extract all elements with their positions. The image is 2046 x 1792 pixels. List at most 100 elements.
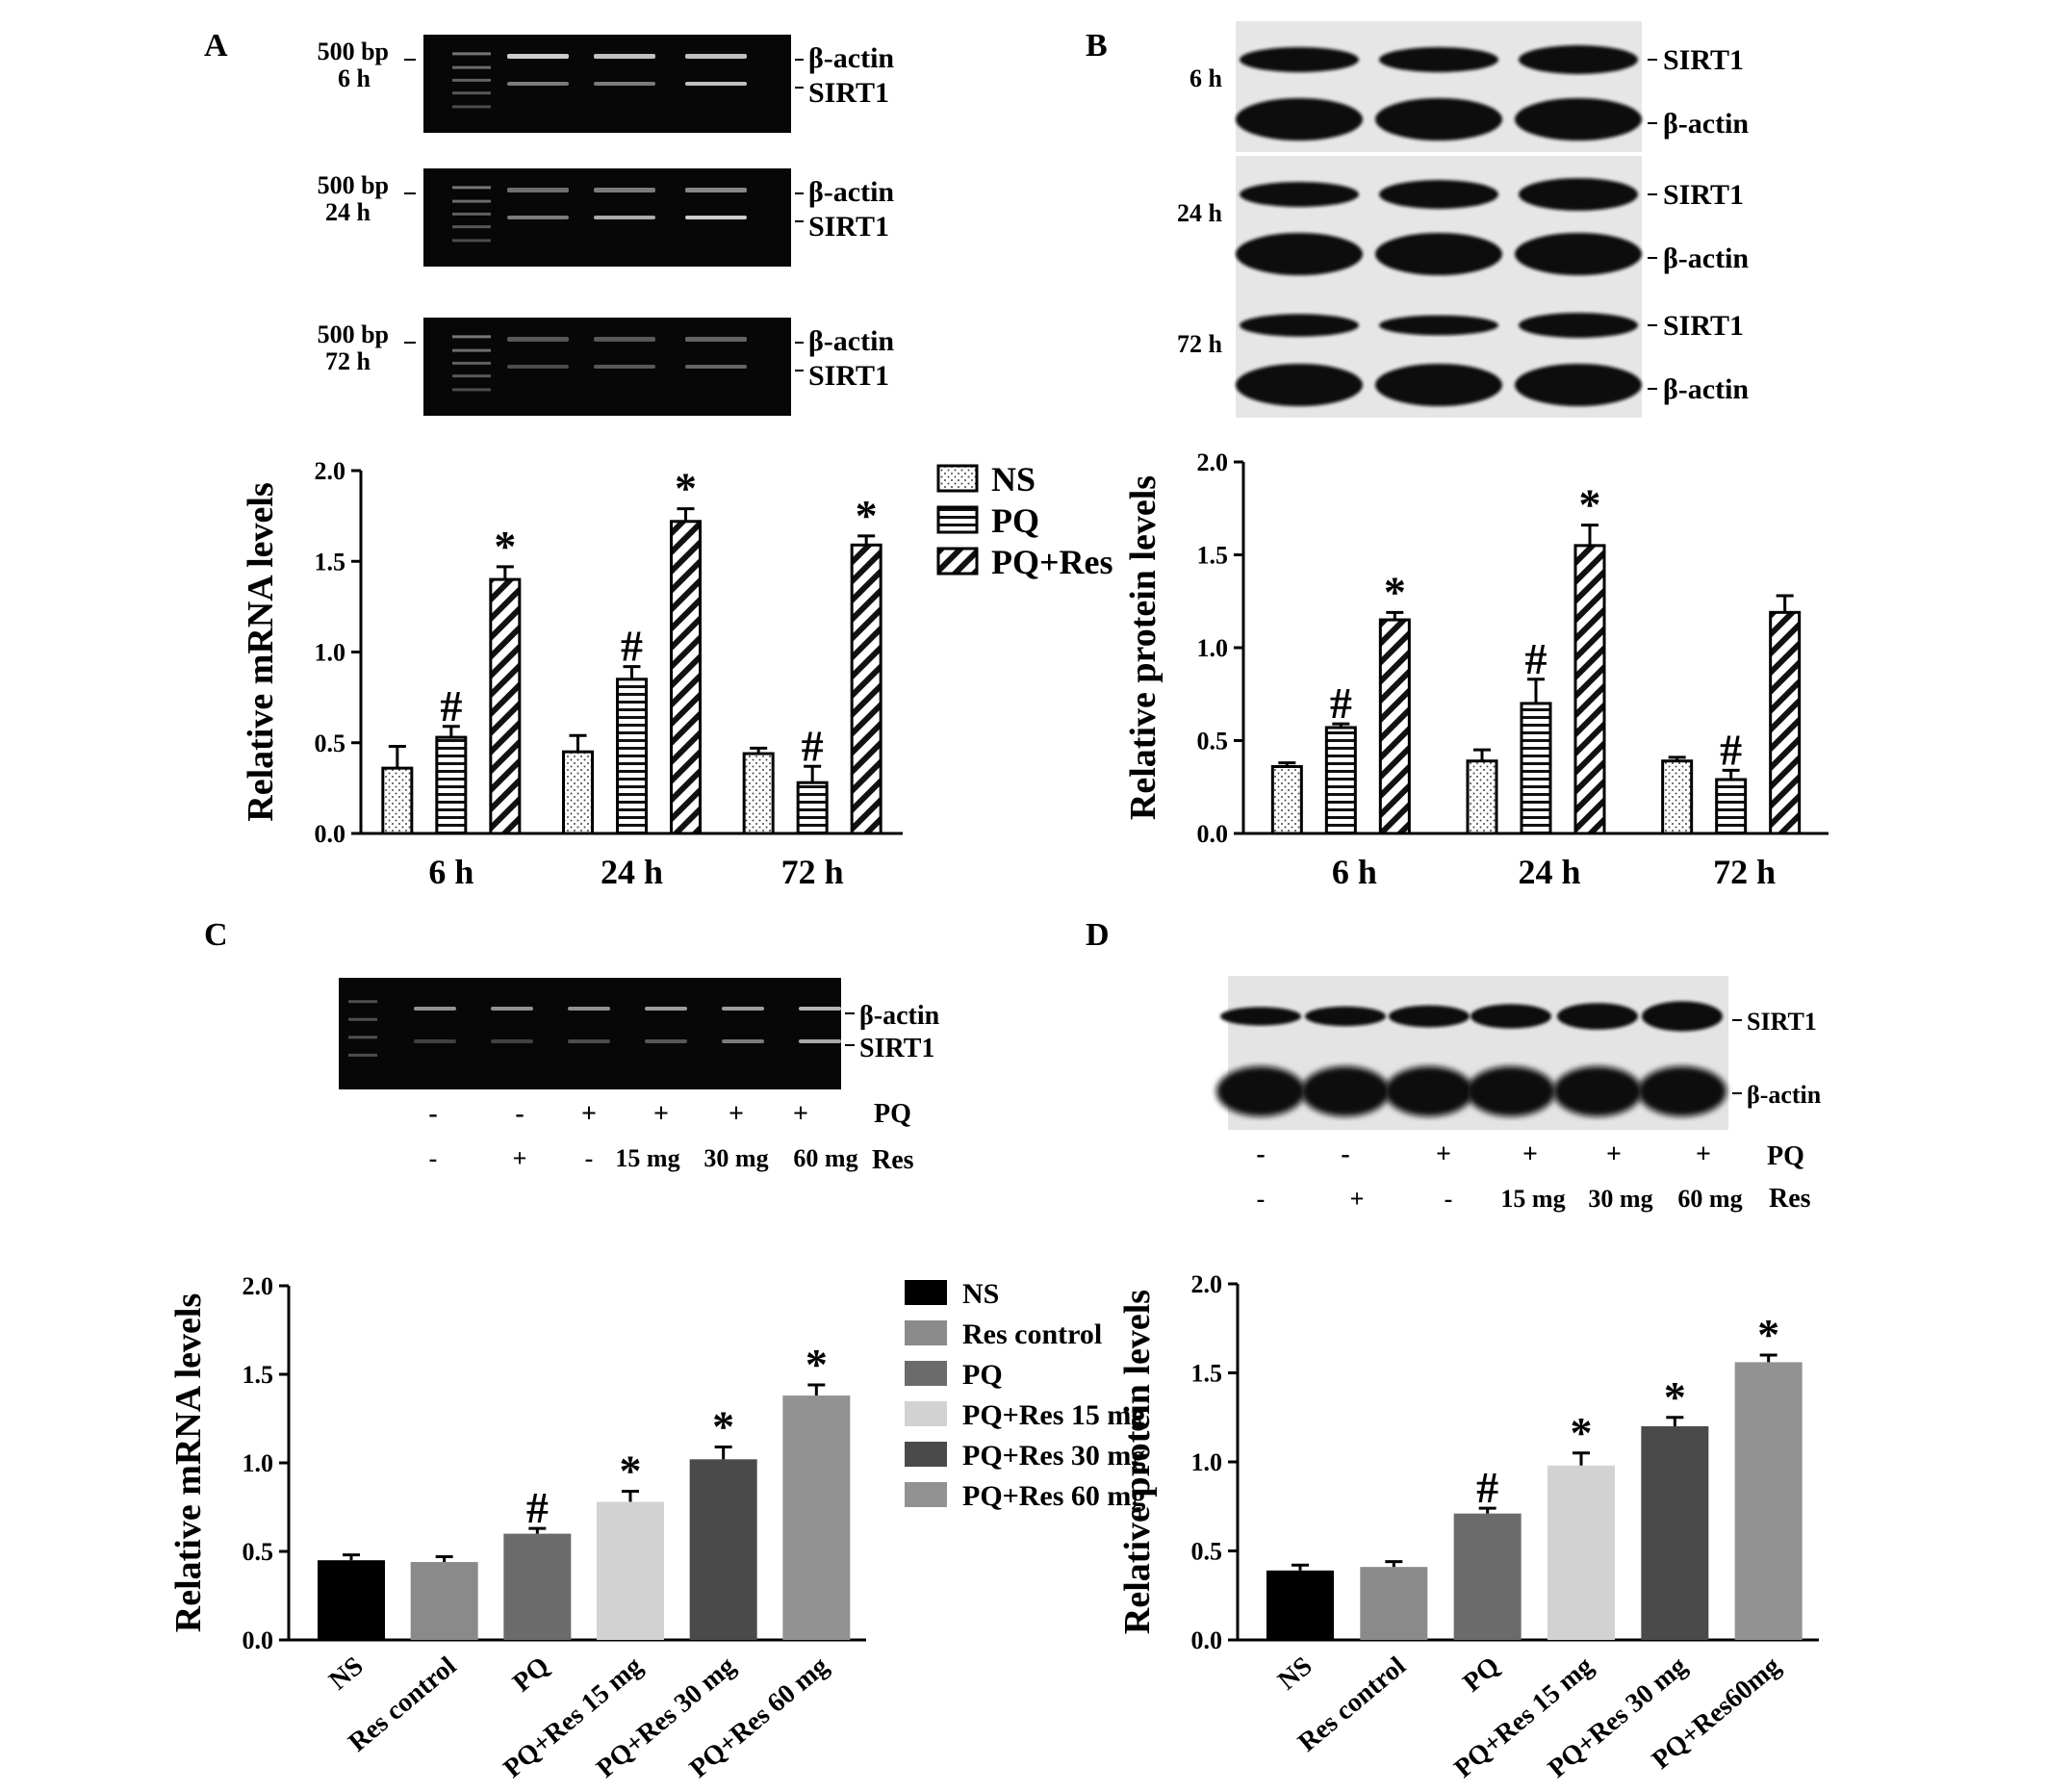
legend-label: PQ	[991, 501, 1039, 540]
band-SIRT1	[594, 365, 655, 369]
bar-PQ+Res-72 h	[850, 543, 882, 835]
panel-letter-B: B	[1086, 28, 1108, 64]
band-β-actin	[491, 1007, 533, 1011]
res-dose: 30 mg	[703, 1144, 768, 1172]
band-β-actin	[507, 188, 569, 192]
time-label: 72 h	[325, 347, 371, 375]
y-tick-label: 2.0	[1191, 1270, 1223, 1298]
bar-PQ+Res 15 mg	[1547, 1465, 1615, 1640]
x-tick-label: 6 h	[1332, 853, 1377, 891]
bar-NS-72 h	[1661, 759, 1694, 835]
band-β-actin	[1375, 98, 1502, 141]
band-label-top: SIRT1	[1747, 1008, 1817, 1036]
size-marker: 500 bp	[318, 171, 389, 199]
x-tick-label: 24 h	[601, 853, 663, 891]
band-β-actin	[1301, 1066, 1390, 1116]
band-SIRT1	[507, 216, 569, 219]
ladder-band	[452, 348, 491, 352]
legend-swatch	[905, 1401, 947, 1426]
gel-background	[423, 318, 791, 416]
y-tick-label: 0.5	[1197, 728, 1229, 755]
chart-A: 0.0 0.5 1.0 1.5 2.0 Relative mRNA levels # * 6 h…	[241, 457, 903, 891]
x-tick-label: 24 h	[1518, 853, 1580, 891]
band-SIRT1	[645, 1039, 687, 1043]
significance-mark: *	[1579, 480, 1601, 529]
band-β-actin	[722, 1007, 764, 1011]
legend-swatch	[936, 547, 979, 576]
size-marker: 500 bp	[318, 38, 389, 65]
bar-NS-6 h	[381, 766, 414, 835]
band-β-actin	[1515, 233, 1642, 275]
pq-sign: +	[581, 1099, 597, 1129]
significance-mark: #	[802, 721, 824, 770]
band-SIRT1	[1519, 45, 1638, 74]
y-tick-label: 1.5	[1191, 1360, 1223, 1388]
ladder-band	[452, 91, 491, 95]
x-tick-label: 72 h	[1713, 853, 1776, 891]
significance-mark: #	[1330, 678, 1352, 728]
y-tick-label: 0.0	[315, 820, 346, 848]
legend-label: PQ+Res 30 mg	[962, 1440, 1145, 1472]
band-SIRT1	[568, 1039, 610, 1043]
band-β-actin	[507, 337, 569, 342]
bar-NS	[318, 1560, 385, 1640]
band-β-actin	[685, 188, 747, 192]
band-label-bottom: β-actin	[1663, 108, 1749, 140]
ladder-band	[452, 105, 491, 109]
band-β-actin	[594, 54, 655, 59]
bar-PQ+Res 60 mg	[782, 1395, 851, 1640]
significance-mark: *	[1757, 1310, 1779, 1359]
bar-PQ	[1453, 1513, 1522, 1640]
res-dose: 30 mg	[1588, 1185, 1652, 1213]
x-tick-label: 6 h	[428, 853, 473, 891]
ladder-band	[348, 1017, 377, 1021]
blot-b-1: 6 h SIRT1 β-actin	[1189, 21, 1749, 152]
significance-mark: *	[856, 491, 878, 540]
pq-sign: +	[729, 1099, 744, 1129]
pq-sign: -	[1341, 1139, 1349, 1169]
band-label-bottom: SIRT1	[808, 77, 889, 109]
x-tick-label: PQ	[1457, 1651, 1505, 1699]
band-SIRT1	[1379, 315, 1498, 336]
ladder-band	[452, 239, 491, 243]
significance-mark: #	[526, 1483, 549, 1532]
pq-sign: +	[1696, 1139, 1711, 1169]
bar-PQ+Res-24 h	[670, 520, 702, 835]
ladder-band	[348, 1053, 377, 1057]
ladder-band	[348, 1036, 377, 1039]
res-dose: 15 mg	[615, 1144, 679, 1172]
significance-mark: #	[621, 622, 643, 671]
time-label: 24 h	[325, 198, 371, 226]
pq-sign: -	[1256, 1139, 1265, 1169]
bar-PQ-6 h	[1324, 726, 1357, 835]
significance-mark: *	[620, 1446, 642, 1495]
legend-label: NS	[962, 1278, 999, 1310]
band-SIRT1	[685, 365, 747, 369]
y-tick-label: 1.0	[243, 1449, 274, 1477]
panel-letter-C: C	[204, 917, 228, 953]
legend-c: NS Res control PQ PQ+Res 15 mg PQ+Res 30 mg P…	[905, 1278, 1145, 1512]
res-dose: +	[1350, 1185, 1365, 1213]
res-dose: -	[429, 1144, 438, 1172]
band-β-actin	[1375, 233, 1502, 275]
bar-PQ+Res-6 h	[489, 577, 522, 835]
band-SIRT1	[1240, 47, 1359, 72]
pq-sign: -	[428, 1099, 437, 1129]
ladder-band	[452, 52, 491, 56]
time-label: 72 h	[1177, 330, 1223, 358]
ladder-band	[452, 374, 491, 378]
bar-PQ+Res-72 h	[1769, 610, 1802, 835]
band-SIRT1	[507, 365, 569, 369]
pq-sign: +	[1522, 1139, 1538, 1169]
res-dose: -	[1257, 1185, 1266, 1213]
significance-mark: #	[1476, 1463, 1498, 1512]
significance-mark: #	[1720, 725, 1742, 774]
band-label-bottom: SIRT1	[808, 360, 889, 392]
legend-label: PQ+Res 15 mg	[962, 1399, 1145, 1431]
legend-label: NS	[991, 460, 1036, 499]
band-SIRT1	[1220, 1007, 1301, 1026]
band-SIRT1	[507, 82, 569, 86]
band-β-actin	[568, 1007, 610, 1011]
res-dose: 15 mg	[1500, 1185, 1565, 1213]
